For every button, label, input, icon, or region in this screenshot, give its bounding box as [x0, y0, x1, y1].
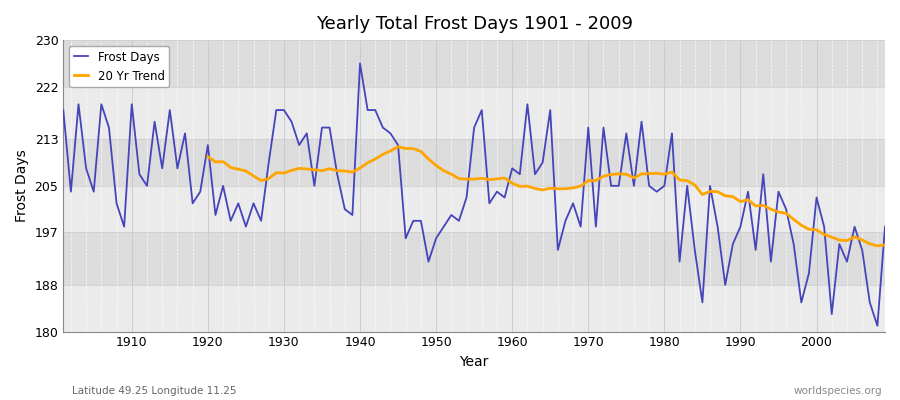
Bar — [63, 186, 885, 232]
Bar — [63, 285, 885, 332]
Frost Days — [606, 184, 616, 188]
20 Yr Trend — [872, 244, 883, 248]
20 Yr Trend — [773, 210, 784, 214]
Frost Days — [507, 166, 517, 171]
Frost Days — [879, 224, 890, 229]
Legend: Frost Days, 20 Yr Trend: Frost Days, 20 Yr Trend — [69, 46, 169, 87]
X-axis label: Year: Year — [460, 355, 489, 369]
20 Yr Trend — [857, 238, 868, 242]
Frost Days — [58, 108, 68, 112]
Text: Latitude 49.25 Longitude 11.25: Latitude 49.25 Longitude 11.25 — [72, 386, 237, 396]
Text: worldspecies.org: worldspecies.org — [794, 386, 882, 396]
Frost Days — [515, 172, 526, 176]
Line: 20 Yr Trend: 20 Yr Trend — [208, 147, 885, 246]
20 Yr Trend — [416, 149, 427, 154]
Frost Days — [332, 172, 343, 176]
Frost Days — [286, 119, 297, 124]
Frost Days — [119, 224, 130, 229]
Bar — [63, 232, 885, 285]
Bar — [63, 139, 885, 186]
20 Yr Trend — [879, 243, 890, 248]
20 Yr Trend — [392, 144, 403, 149]
Frost Days — [355, 61, 365, 66]
20 Yr Trend — [682, 178, 693, 183]
Line: Frost Days: Frost Days — [63, 64, 885, 326]
Bar — [63, 40, 885, 87]
Frost Days — [872, 323, 883, 328]
Y-axis label: Frost Days: Frost Days — [15, 150, 29, 222]
20 Yr Trend — [202, 154, 213, 159]
20 Yr Trend — [293, 166, 304, 171]
Bar — [63, 87, 885, 139]
Title: Yearly Total Frost Days 1901 - 2009: Yearly Total Frost Days 1901 - 2009 — [316, 15, 633, 33]
20 Yr Trend — [788, 217, 799, 222]
